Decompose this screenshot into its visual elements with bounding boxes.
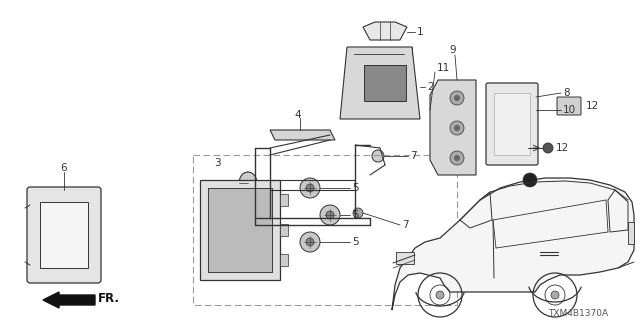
FancyBboxPatch shape [486,83,538,165]
Circle shape [436,291,444,299]
Bar [193,155,457,305]
Circle shape [306,184,314,192]
FancyBboxPatch shape [27,187,101,283]
Text: 5: 5 [352,237,358,247]
Circle shape [543,143,553,153]
Polygon shape [270,130,335,140]
Circle shape [450,151,464,165]
Bar [628,222,634,244]
Text: 5: 5 [352,183,358,193]
Circle shape [450,91,464,105]
Circle shape [372,150,384,162]
Circle shape [306,238,314,246]
Text: FR.: FR. [98,292,120,305]
Polygon shape [430,80,476,175]
Text: TXM4B1370A: TXM4B1370A [548,309,608,318]
Circle shape [454,95,460,101]
Text: 11: 11 [437,63,451,73]
Circle shape [523,173,537,187]
Text: 7: 7 [410,151,417,161]
Bar [200,180,280,280]
Bar [494,93,530,155]
Text: 4: 4 [294,110,301,120]
FancyBboxPatch shape [557,97,581,115]
Text: 12: 12 [586,101,599,111]
Polygon shape [363,22,407,40]
Bar [208,188,272,272]
Text: 12: 12 [556,143,569,153]
Bar [280,224,288,236]
Bar [280,194,288,206]
Circle shape [300,178,320,198]
Bar [40,202,88,268]
Text: 6: 6 [61,163,67,173]
Circle shape [454,155,460,161]
Text: 10: 10 [563,105,576,115]
Text: 9: 9 [450,45,456,55]
Polygon shape [392,178,634,310]
Text: 5: 5 [352,210,358,220]
Bar [280,254,288,266]
Bar [364,65,406,101]
Circle shape [326,211,334,219]
FancyArrow shape [43,292,95,308]
Circle shape [454,125,460,131]
Text: 7: 7 [402,220,408,230]
Polygon shape [340,47,420,119]
Circle shape [353,208,363,218]
Circle shape [320,205,340,225]
Circle shape [300,232,320,252]
Circle shape [551,291,559,299]
Text: 8: 8 [563,88,570,98]
Text: 3: 3 [214,158,221,168]
Text: 1: 1 [417,27,424,37]
Ellipse shape [239,172,257,194]
Bar [396,252,414,264]
Text: 2: 2 [427,82,434,92]
Circle shape [450,121,464,135]
